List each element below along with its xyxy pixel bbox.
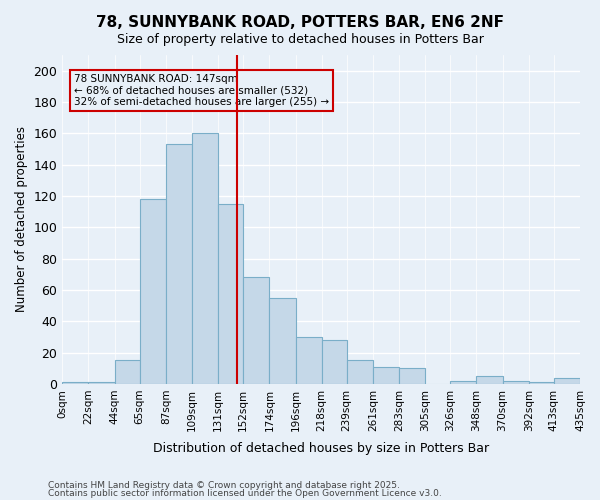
Text: Size of property relative to detached houses in Potters Bar: Size of property relative to detached ho… [116, 32, 484, 46]
Text: Contains public sector information licensed under the Open Government Licence v3: Contains public sector information licen… [48, 489, 442, 498]
Bar [476, 376, 503, 384]
Bar [192, 134, 218, 384]
Bar [450, 381, 476, 384]
Bar [503, 381, 529, 384]
Bar [373, 366, 399, 384]
Bar [269, 298, 296, 384]
Text: 78, SUNNYBANK ROAD, POTTERS BAR, EN6 2NF: 78, SUNNYBANK ROAD, POTTERS BAR, EN6 2NF [96, 15, 504, 30]
Bar [554, 378, 580, 384]
Bar [529, 382, 554, 384]
Bar [140, 199, 166, 384]
Bar [296, 337, 322, 384]
Bar [166, 144, 192, 384]
Bar [115, 360, 140, 384]
Bar [88, 382, 115, 384]
Y-axis label: Number of detached properties: Number of detached properties [15, 126, 28, 312]
Bar [347, 360, 373, 384]
Text: Contains HM Land Registry data © Crown copyright and database right 2025.: Contains HM Land Registry data © Crown c… [48, 480, 400, 490]
Bar [218, 204, 243, 384]
Bar [243, 278, 269, 384]
Bar [399, 368, 425, 384]
Text: 78 SUNNYBANK ROAD: 147sqm
← 68% of detached houses are smaller (532)
32% of semi: 78 SUNNYBANK ROAD: 147sqm ← 68% of detac… [74, 74, 329, 107]
X-axis label: Distribution of detached houses by size in Potters Bar: Distribution of detached houses by size … [153, 442, 489, 455]
Bar [62, 382, 88, 384]
Bar [322, 340, 347, 384]
